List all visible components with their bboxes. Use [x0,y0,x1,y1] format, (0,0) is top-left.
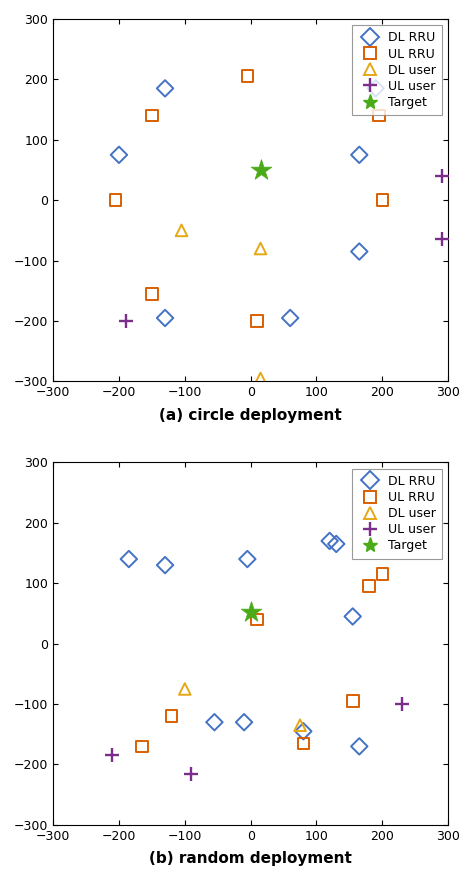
Legend: DL RRU, UL RRU, DL user, UL user, Target: DL RRU, UL RRU, DL user, UL user, Target [352,469,442,559]
Point [375,108,383,122]
Point [148,287,155,301]
Point [109,748,116,762]
Point [161,81,169,95]
Point [168,709,175,723]
Point [148,108,155,122]
Point [438,232,446,246]
Point [349,610,356,624]
Point [356,148,363,162]
Point [438,169,446,183]
Point [300,724,307,738]
Point [188,766,195,781]
Point [210,715,218,730]
Point [365,579,373,593]
Point [125,552,133,566]
X-axis label: (a) circle deployment: (a) circle deployment [159,407,342,422]
Point [332,537,340,551]
Point [398,697,406,711]
Point [349,694,356,708]
Point [244,552,251,566]
Point [372,81,380,95]
Point [257,241,264,255]
Point [115,148,123,162]
Point [112,193,119,207]
Point [161,558,169,572]
Point [257,163,264,177]
Point [240,715,248,730]
X-axis label: (b) random deployment: (b) random deployment [149,851,352,866]
Point [356,245,363,259]
Point [356,739,363,753]
Point [296,718,304,732]
Point [122,314,129,328]
Point [244,70,251,84]
Point [286,311,294,325]
Point [247,605,255,620]
Point [300,737,307,751]
Point [379,193,386,207]
Point [181,682,189,696]
Legend: DL RRU, UL RRU, DL user, UL user, Target: DL RRU, UL RRU, DL user, UL user, Target [352,26,442,115]
Point [178,224,185,238]
Point [138,739,146,753]
Point [379,567,386,581]
Point [257,371,264,385]
Point [326,534,333,548]
Point [161,311,169,325]
Point [254,612,261,627]
Point [254,314,261,328]
